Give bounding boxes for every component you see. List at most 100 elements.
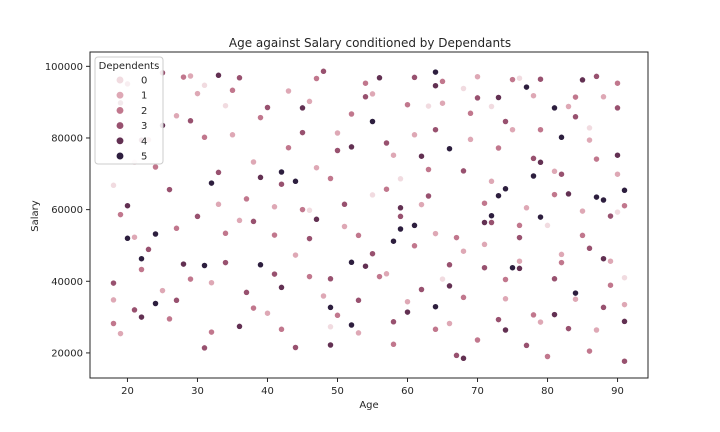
- data-point-dependents-2: [467, 109, 474, 117]
- data-point-dependents-2: [285, 144, 292, 152]
- data-point-dependents-2: [334, 311, 341, 319]
- data-point-dependents-1: [579, 207, 586, 215]
- data-point-dependents-4: [600, 255, 607, 263]
- data-point-dependents-5: [621, 186, 628, 194]
- data-point-dependents-3: [411, 73, 418, 81]
- data-point-dependents-3: [383, 139, 390, 147]
- y-tick-label: 100000: [45, 62, 83, 73]
- data-point-dependents-0: [614, 208, 621, 216]
- data-point-dependents-1: [292, 251, 299, 259]
- data-point-dependents-1: [110, 296, 117, 304]
- data-point-dependents-5: [390, 237, 397, 245]
- data-point-dependents-5: [572, 289, 579, 297]
- data-point-dependents-2: [152, 163, 159, 171]
- data-point-dependents-5: [446, 145, 453, 153]
- data-point-dependents-1: [131, 233, 138, 241]
- data-point-dependents-4: [432, 82, 439, 90]
- data-point-dependents-2: [460, 293, 467, 301]
- data-point-dependents-3: [222, 259, 229, 267]
- data-point-dependents-3: [166, 186, 173, 194]
- data-point-dependents-1: [488, 177, 495, 185]
- data-point-dependents-1: [439, 99, 446, 107]
- data-point-dependents-5: [432, 303, 439, 311]
- data-point-dependents-2: [614, 79, 621, 87]
- data-point-dependents-3: [418, 286, 425, 293]
- data-point-dependents-5: [530, 172, 537, 180]
- data-point-dependents-2: [411, 242, 418, 250]
- data-point-dependents-1: [481, 240, 488, 248]
- data-point-dependents-2: [558, 259, 565, 267]
- data-point-dependents-2: [621, 202, 628, 210]
- data-point-dependents-3: [278, 180, 285, 188]
- data-point-dependents-2: [453, 234, 460, 242]
- data-point-dependents-2: [376, 273, 383, 281]
- data-point-dependents-2: [530, 311, 537, 319]
- y-axis: 20000 40000 60000 80000 100000: [45, 62, 90, 359]
- data-point-dependents-3: [593, 72, 600, 80]
- data-point-dependents-3: [425, 192, 432, 200]
- legend-label: 5: [141, 152, 147, 163]
- y-tick-label: 20000: [51, 348, 83, 359]
- data-point-dependents-1: [159, 287, 166, 295]
- data-point-dependents-1: [404, 298, 411, 306]
- data-point-dependents-5: [348, 321, 355, 329]
- legend-title: Dependents: [99, 61, 160, 72]
- data-point-dependents-1: [446, 320, 453, 327]
- data-point-dependents-5: [257, 261, 264, 269]
- data-point-dependents-2: [138, 266, 145, 273]
- data-point-dependents-4: [537, 158, 544, 166]
- data-point-dependents-3: [215, 168, 222, 176]
- data-point-dependents-1: [460, 247, 467, 255]
- data-point-dependents-3: [432, 126, 439, 134]
- data-point-dependents-3: [558, 170, 565, 178]
- data-point-dependents-4: [516, 264, 523, 272]
- data-point-dependents-5: [411, 221, 418, 229]
- data-point-dependents-2: [222, 229, 229, 237]
- data-point-dependents-3: [299, 129, 306, 137]
- data-point-dependents-3: [572, 113, 579, 121]
- data-point-dependents-2: [306, 273, 313, 281]
- data-point-dependents-3: [523, 341, 530, 349]
- data-point-dependents-4: [495, 94, 502, 101]
- data-point-dependents-2: [432, 325, 439, 333]
- legend-label: 3: [141, 121, 147, 132]
- data-point-dependents-0: [425, 102, 432, 110]
- data-point-dependents-2: [243, 195, 250, 203]
- x-tick-label: 60: [401, 386, 414, 397]
- data-point-dependents-3: [607, 212, 614, 220]
- data-point-dependents-5: [495, 192, 502, 200]
- data-point-dependents-0: [327, 323, 334, 331]
- data-point-dependents-4: [579, 76, 586, 84]
- data-point-dependents-4: [327, 341, 334, 349]
- data-point-dependents-4: [299, 104, 306, 112]
- data-point-dependents-1: [509, 126, 516, 134]
- data-point-dependents-1: [474, 73, 481, 81]
- data-point-dependents-3: [369, 250, 376, 258]
- data-point-dependents-4: [502, 326, 509, 334]
- data-point-dependents-3: [131, 306, 138, 314]
- data-point-dependents-1: [537, 318, 544, 326]
- data-point-dependents-3: [537, 75, 544, 83]
- data-point-dependents-1: [334, 129, 341, 137]
- data-point-dependents-1: [418, 201, 425, 209]
- data-point-dependents-2: [278, 325, 285, 333]
- data-point-dependents-2: [117, 211, 124, 219]
- data-point-dependents-5: [292, 177, 299, 185]
- data-point-dependents-2: [390, 340, 397, 348]
- data-point-dependents-3: [243, 288, 250, 296]
- data-point-dependents-1: [229, 131, 236, 139]
- data-point-dependents-1: [600, 93, 607, 101]
- data-point-dependents-3: [236, 74, 243, 82]
- data-point-dependents-3: [460, 167, 467, 175]
- data-point-dependents-3: [306, 235, 313, 243]
- data-point-dependents-5: [278, 168, 285, 176]
- x-tick-label: 90: [611, 386, 624, 397]
- data-point-dependents-4: [565, 190, 572, 198]
- data-point-dependents-5: [509, 264, 516, 272]
- data-point-dependents-2: [439, 77, 446, 85]
- y-tick-label: 40000: [51, 277, 83, 288]
- legend-marker: [115, 91, 125, 100]
- data-point-dependents-5: [208, 179, 215, 187]
- data-point-dependents-1: [236, 216, 243, 224]
